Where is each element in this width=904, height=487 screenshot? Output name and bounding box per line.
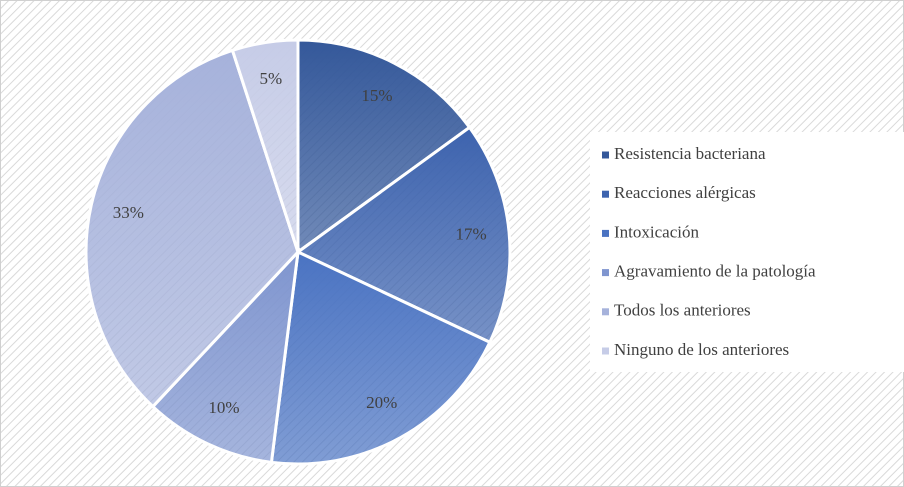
data-label: 20% (366, 393, 397, 412)
pie-slice (295, 125, 512, 345)
pie-slice (269, 249, 492, 466)
legend-box (590, 132, 904, 372)
pie-slice (150, 247, 301, 465)
legend-label: Todos los anteriores (614, 301, 751, 320)
data-label: 5% (259, 69, 282, 88)
legend-label: Intoxicación (614, 222, 699, 241)
pie-slice (230, 38, 300, 253)
data-label: 10% (208, 398, 239, 417)
legend-swatch (602, 151, 609, 159)
legend-label: Ninguno de los anteriores (614, 340, 789, 359)
legend-label: Resistencia bacteriana (614, 144, 766, 163)
legend-label: Agravamiento de la patología (614, 262, 816, 281)
pie-slice (296, 38, 472, 255)
pie-slice (84, 48, 300, 409)
legend-label: Reacciones alérgicas (614, 183, 756, 202)
legend-swatch (602, 229, 609, 237)
data-label: 33% (113, 203, 144, 222)
data-label: 17% (455, 225, 486, 244)
data-label: 15% (361, 86, 392, 105)
legend-swatch (602, 269, 609, 277)
legend-swatch (602, 190, 609, 198)
legend-swatch (602, 347, 609, 355)
legend-swatch (602, 308, 609, 316)
